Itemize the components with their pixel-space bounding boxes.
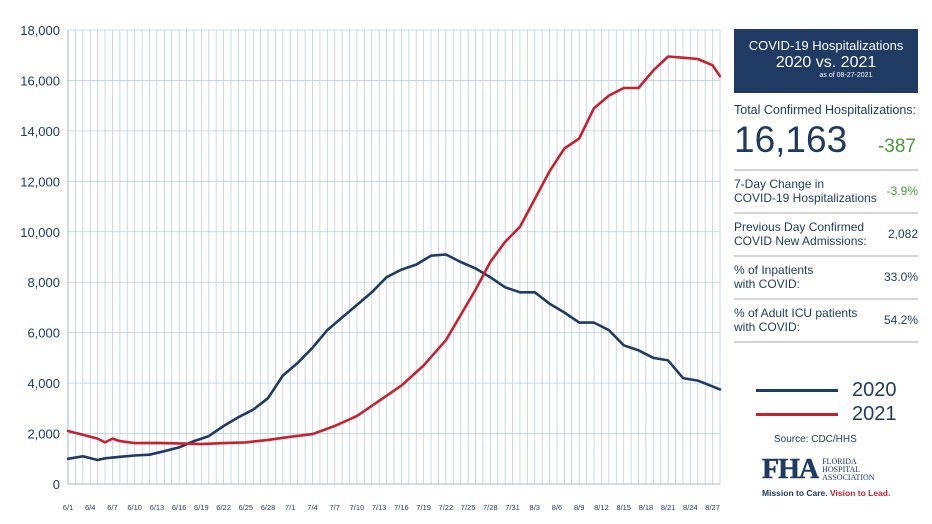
x-tick-label: 7/25 [461, 503, 476, 512]
total-change: -387 [877, 136, 916, 157]
series-line-2020 [66, 253, 722, 462]
logo-tagline: Mission to Care. Vision to Lead. [762, 488, 891, 498]
total-label: Total Confirmed Hospitalizations: [734, 103, 917, 117]
x-tick-label: 7/16 [394, 503, 409, 512]
x-tick-label: 8/12 [594, 503, 609, 512]
legend-item-2021: 2021 [756, 402, 916, 426]
total-value: 16,163 [734, 119, 848, 160]
x-axis-ticks: 6/1 6/4 6/7 6/10 6/13 6/16 6/19 6/22 6/25 6/28 7/1… [63, 503, 720, 512]
stat-label: Previous Day Confirmed COVID New Admissio… [734, 220, 867, 248]
x-tick-label: 7/13 [372, 503, 387, 512]
chart-series [66, 55, 722, 462]
x-tick-label: 6/13 [150, 503, 165, 512]
series-line-2021 [66, 55, 722, 446]
x-tick-label: 8/15 [616, 503, 631, 512]
logo-mark: FHA FLORIDA HOSPITAL ASSOCIATION [762, 454, 922, 486]
y-tick-label: 8,000 [27, 275, 60, 290]
x-tick-label: 7/19 [416, 503, 431, 512]
stat-seven-day-change: 7-Day Change in COVID-19 Hospitalizations… [734, 171, 918, 214]
x-tick-label: 7/28 [483, 503, 498, 512]
stat-label: % of Adult ICU patients with COVID: [734, 306, 858, 334]
y-tick-label: 14,000 [20, 124, 60, 139]
x-tick-label: 6/25 [239, 503, 254, 512]
stat-value: -3.9% [886, 184, 918, 198]
fha-logo: FHA FLORIDA HOSPITAL ASSOCIATION Mission t… [762, 454, 922, 498]
stat-value: 2,082 [887, 227, 918, 241]
stat-icu: % of Adult ICU patients with COVID: 54.2% [734, 300, 918, 343]
x-tick-label: 6/1 [63, 503, 73, 512]
x-tick-label: 6/22 [216, 503, 231, 512]
legend-swatch-2020 [756, 388, 838, 392]
logo-org-name: FLORIDA HOSPITAL ASSOCIATION [822, 457, 875, 482]
summary-panel: COVID-19 Hospitalizations 2020 vs. 2021 … [734, 29, 918, 343]
panel-asof: as of 08-27-2021 [819, 72, 873, 79]
x-tick-label: 6/16 [172, 503, 187, 512]
y-tick-label: 10,000 [20, 225, 60, 240]
source-note: Source: CDC/HHS [774, 434, 857, 445]
x-tick-label: 8/21 [661, 503, 676, 512]
x-tick-label: 6/19 [194, 503, 209, 512]
stat-new-admissions: Previous Day Confirmed COVID New Admissio… [734, 214, 918, 257]
total-row: 16,163 -387 [734, 119, 918, 171]
x-tick-label: 7/22 [439, 503, 454, 512]
chart-grid [67, 29, 721, 485]
x-tick-label: 8/24 [683, 503, 698, 512]
x-tick-label: 7/7 [330, 503, 340, 512]
panel-title-box: COVID-19 Hospitalizations 2020 vs. 2021 … [734, 29, 918, 93]
x-tick-label: 7/10 [350, 503, 365, 512]
y-tick-label: 16,000 [20, 73, 60, 88]
y-tick-label: 12,000 [20, 174, 60, 189]
legend-label-2021: 2021 [852, 402, 897, 425]
x-tick-label: 6/7 [107, 503, 117, 512]
logo-fha-text: FHA [762, 454, 820, 486]
x-tick-label: 8/6 [552, 503, 562, 512]
legend-item-2020: 2020 [756, 378, 916, 402]
y-tick-label: 6,000 [27, 326, 60, 341]
legend-swatch-2021 [756, 412, 838, 416]
x-tick-label: 6/4 [85, 503, 95, 512]
panel-title: COVID-19 Hospitalizations [748, 38, 904, 53]
y-tick-label: 18,000 [20, 23, 60, 38]
stat-label: 7-Day Change in COVID-19 Hospitalizations [734, 177, 877, 205]
x-tick-label: 8/18 [639, 503, 654, 512]
y-tick-label: 4,000 [27, 376, 60, 391]
chart-legend: 2020 2021 [756, 378, 916, 426]
legend-label-2020: 2020 [852, 378, 897, 401]
stat-inpatients: % of Inpatients with COVID: 33.0% [734, 257, 918, 300]
stat-value: 33.0% [883, 270, 918, 284]
x-tick-label: 7/4 [307, 503, 317, 512]
x-tick-label: 6/10 [127, 503, 142, 512]
x-tick-label: 8/27 [705, 503, 720, 512]
y-tick-label: 2,000 [27, 427, 60, 442]
y-tick-label: 0 [53, 477, 60, 492]
x-tick-label: 8/3 [530, 503, 540, 512]
x-tick-label: 7/1 [285, 503, 295, 512]
x-tick-label: 8/9 [574, 503, 584, 512]
panel-subtitle: 2020 vs. 2021 [775, 54, 877, 71]
stat-label: % of Inpatients with COVID: [734, 263, 814, 291]
x-tick-label: 7/31 [505, 503, 520, 512]
hospitalizations-chart: 0 2,000 4,000 6,000 8,000 10,000 12,000 14,000 1… [20, 23, 722, 512]
x-tick-label: 6/28 [261, 503, 276, 512]
stat-value: 54.2% [883, 313, 918, 327]
y-axis-ticks: 0 2,000 4,000 6,000 8,000 10,000 12,000 14,000 1… [20, 23, 60, 492]
